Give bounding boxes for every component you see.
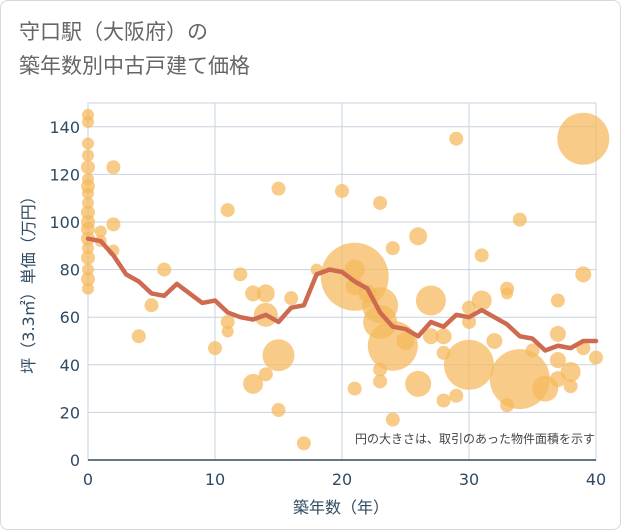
bubble — [335, 184, 349, 199]
y-tick-labels: 0 20 40 60 80 100 120 140 — [49, 118, 80, 470]
bubble — [208, 341, 222, 356]
bubble — [258, 367, 273, 382]
average-line — [85, 236, 599, 353]
y-tick-label: 0 — [70, 451, 80, 470]
y-tick-label: 40 — [60, 356, 80, 375]
bubble — [549, 325, 566, 342]
y-tick-label: 60 — [60, 308, 80, 327]
bubble — [415, 285, 446, 316]
y-tick-label: 80 — [60, 261, 80, 280]
bubble — [220, 203, 235, 218]
bubble — [422, 328, 439, 345]
bubble — [436, 393, 451, 408]
bubble — [157, 262, 172, 277]
bubble — [81, 250, 95, 265]
bubble — [82, 282, 94, 295]
bubble — [385, 241, 400, 256]
bubble — [557, 112, 610, 165]
bubbles — [81, 108, 610, 451]
title-line-1: 守口駅（大阪府）の — [19, 20, 208, 44]
y-tick-label: 100 — [49, 213, 80, 232]
x-tick-label: 10 — [205, 470, 225, 489]
bubble — [525, 343, 540, 358]
bubble — [560, 361, 581, 382]
y-tick-label: 120 — [49, 165, 80, 184]
y-tick-label: 140 — [49, 118, 80, 137]
bubble — [444, 339, 494, 390]
bubble — [550, 293, 565, 308]
bubble — [94, 225, 107, 238]
bubble — [449, 131, 464, 146]
bubble — [271, 181, 286, 196]
x-tick-label: 0 — [83, 470, 93, 489]
bubble — [549, 352, 566, 369]
x-tick-labels: 0 10 20 30 40 — [83, 470, 606, 489]
bubble — [82, 116, 94, 129]
y-tick-label: 20 — [60, 403, 80, 422]
bubble — [486, 333, 503, 349]
title-line-2: 築年数別中古戸建て価格 — [19, 54, 250, 78]
bubble — [220, 314, 235, 329]
bubble — [396, 332, 415, 350]
bubble — [563, 379, 578, 394]
x-tick-label: 30 — [459, 470, 479, 489]
bubble — [81, 160, 95, 175]
bubble — [347, 381, 362, 396]
bubble — [221, 325, 234, 338]
bubble — [82, 187, 94, 200]
bubble — [474, 248, 489, 263]
bubble — [405, 370, 432, 397]
bubble — [256, 284, 275, 303]
bubble — [245, 285, 262, 302]
bubble — [471, 290, 492, 311]
bubble — [131, 329, 146, 344]
bubble — [385, 412, 400, 427]
bubble — [243, 373, 264, 394]
bubble — [373, 195, 388, 210]
bubble — [373, 374, 388, 389]
bubble — [284, 291, 299, 306]
bubble — [575, 266, 592, 283]
bubble — [501, 287, 514, 300]
x-tick-label: 20 — [332, 470, 352, 489]
bubble — [82, 242, 94, 255]
bubble — [271, 403, 286, 418]
bubble — [296, 436, 311, 451]
bubble — [82, 137, 94, 150]
chart-title: 守口駅（大阪府）の 築年数別中古戸建て価格 — [19, 15, 250, 83]
bubble — [106, 160, 121, 175]
bubble — [144, 298, 159, 313]
bubble — [82, 196, 94, 209]
bubble — [449, 388, 464, 403]
size-annotation: 円の大きさは、取引のあった物件面積を示す — [355, 431, 595, 446]
bubble — [512, 212, 527, 227]
bubble — [106, 217, 121, 232]
x-axis-label: 築年数（年） — [293, 498, 389, 517]
bubble — [82, 149, 94, 162]
bubble — [435, 328, 452, 345]
average-price-line — [85, 236, 599, 353]
bubble — [82, 263, 94, 276]
bubble — [81, 272, 95, 287]
bubble — [409, 227, 428, 246]
y-axis-label: 坪（3.3㎡）単価（万円） — [19, 188, 38, 373]
bubble — [589, 350, 603, 365]
x-tick-label: 40 — [586, 470, 606, 489]
bubble — [262, 339, 295, 372]
bubble — [233, 267, 248, 282]
